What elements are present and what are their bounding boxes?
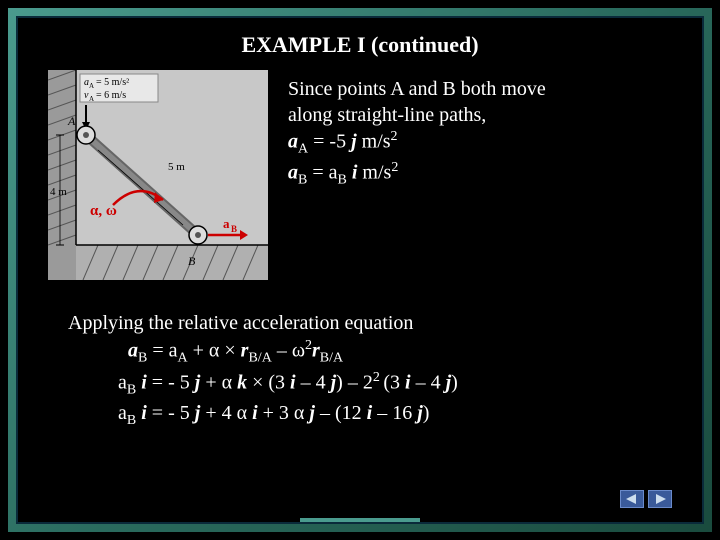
l2-r2: r [312,340,320,362]
l3-m4: – 4 [296,371,331,393]
l2-a: a [128,340,138,362]
l3-m3: × (3 [247,371,290,393]
eq1-a: a [288,131,298,153]
l3-m1: = - 5 [147,371,195,393]
l4-e: ) [423,402,430,424]
footer-accent [300,518,420,522]
line1: Since points A and B both move [288,76,546,102]
svg-text:5 m: 5 m [168,161,185,173]
svg-text:= 6 m/s: = 6 m/s [96,90,126,101]
expand-2: aB i = - 5 j + 4 α i + 3 α j – (12 i – 1… [68,400,682,431]
l3-k: k [237,371,247,393]
nav-arrows [620,490,672,508]
l2-s2: 2 [305,338,312,353]
l2-asub: A [178,351,188,366]
l3-a: a [118,371,127,393]
physics-diagram: a A = 5 m/s² v A = 6 m/s A [48,70,268,280]
eq1-unit: m/s [357,131,391,153]
l3-m7: – 4 [411,371,446,393]
l3-m2: + α [200,371,237,393]
svg-text:B: B [231,224,237,234]
l4-m1: = - 5 [147,402,195,424]
l3-e: ) [451,371,458,393]
triangle-right-icon [654,494,666,504]
svg-text:= 5 m/s²: = 5 m/s² [96,77,129,88]
svg-text:a: a [223,216,230,231]
eq2-sub1: B [298,173,307,188]
l4-a: a [118,402,127,424]
svg-text:A: A [67,114,76,128]
eq2-sub2: B [338,173,347,188]
eq2-sup: 2 [391,160,398,175]
l2-m3: – ω [272,340,305,362]
rel-eq: aB = aA + α × rB/A – ω2rB/A [68,337,682,369]
l2-m2: + α × [188,340,241,362]
l4-s: B [127,413,136,428]
prev-button[interactable] [620,490,644,508]
eq2-a: a [288,162,298,184]
svg-text:4 m: 4 m [50,186,67,198]
page-title: EXAMPLE I (continued) [38,32,682,58]
svg-text:α, ω: α, ω [90,203,117,219]
l3-m5: ) – 2 [336,371,373,393]
l3-sup: 2 [373,370,384,385]
content-row: a A = 5 m/s² v A = 6 m/s A [38,70,682,280]
l2-m1: = a [147,340,177,362]
eq1: aA = -5 j m/s2 [288,128,546,159]
right-text: Since points A and B both move along str… [288,70,546,190]
triangle-left-icon [626,494,638,504]
eq1-mid: = -5 [308,131,351,153]
l2-r2s: B/A [320,351,343,366]
bottom-text: Applying the relative acceleration equat… [68,310,682,431]
svg-text:A: A [89,82,94,90]
eq2-mid: = a [307,162,337,184]
eq1-sub: A [298,142,308,157]
l3-m6: (3 [383,371,405,393]
l4-m2: + 4 α [200,402,252,424]
l2-bsub: B [138,351,147,366]
expand-1: aB i = - 5 j + α k × (3 i – 4 j) – 22 (3… [68,369,682,401]
eq2: aB = aB i m/s2 [288,159,546,190]
svg-text:B: B [188,254,196,268]
apply-line: Applying the relative acceleration equat… [68,310,682,337]
line2: along straight-line paths, [288,102,546,128]
l4-m4: – (12 [315,402,367,424]
l4-m3: + 3 α [258,402,310,424]
eq1-sup: 2 [391,129,398,144]
next-button[interactable] [648,490,672,508]
eq2-unit: m/s [357,162,391,184]
l4-m5: – 16 [372,402,417,424]
l3-s: B [127,382,136,397]
svg-text:A: A [89,95,94,103]
l2-r1s: B/A [248,351,271,366]
